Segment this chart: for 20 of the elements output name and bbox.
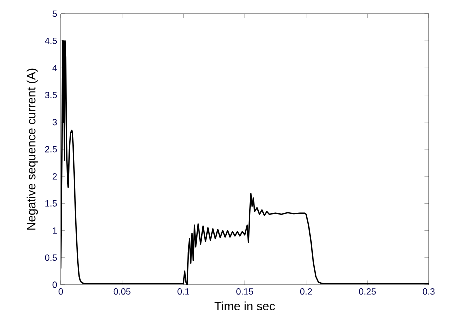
x-tick-label: 0.1 — [178, 288, 190, 295]
y-tick-label: 1.5 — [46, 200, 58, 207]
y-tick-label: 2.5 — [45, 146, 58, 153]
x-tick-label: 0.2 — [300, 288, 312, 295]
y-tick-label: 0 — [52, 282, 58, 288]
x-tick-label: 0 — [58, 288, 64, 295]
y-tick-label: 1 — [53, 228, 58, 234]
y-tick-label: 5 — [52, 10, 58, 18]
x-axis-title: Time in sec — [214, 302, 276, 311]
y-tick-label: 0.5 — [45, 254, 58, 262]
x-tick-label: 0.05 — [114, 288, 131, 295]
y-axis-title: Negative sequence current (A) — [26, 68, 38, 230]
x-tick-label: 0.15 — [236, 288, 254, 295]
x-tick-label: 0.3 — [423, 288, 435, 295]
y-tick-label: 2 — [52, 173, 58, 180]
y-tick-label: 4.5 — [45, 38, 58, 44]
y-tick-label: 4 — [52, 65, 58, 72]
y-tick-label: 3.5 — [45, 92, 58, 98]
x-tick-label: 0.25 — [359, 288, 376, 295]
y-tick-label: 3 — [52, 119, 58, 126]
